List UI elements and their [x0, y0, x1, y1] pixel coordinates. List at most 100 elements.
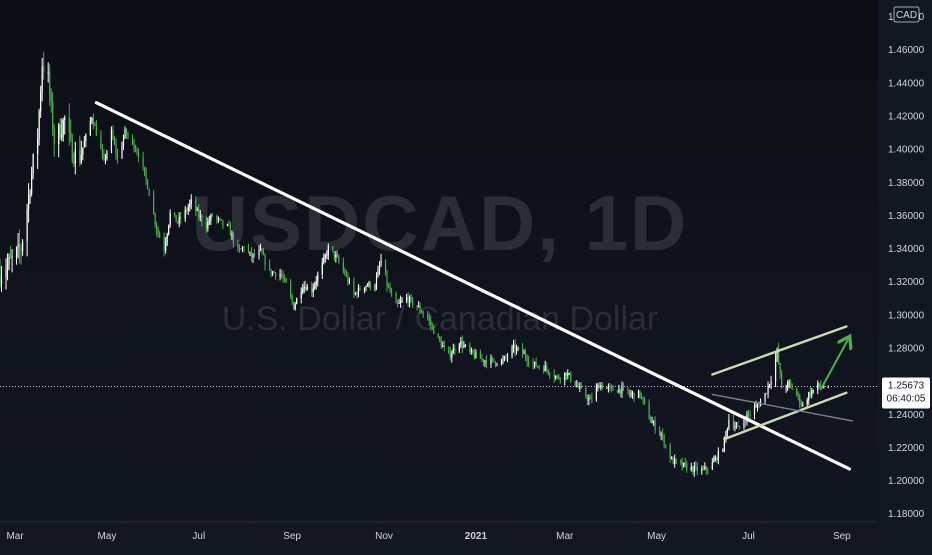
- candle-body: [770, 381, 772, 385]
- candle-body: [675, 458, 677, 461]
- candle-body: [744, 421, 747, 423]
- candle-body: [732, 419, 735, 428]
- candle-body: [332, 246, 334, 252]
- candle-body: [18, 244, 21, 249]
- candle-body: [156, 224, 158, 231]
- candle-body: [274, 272, 277, 277]
- candle-body: [454, 348, 456, 351]
- channel-top-drawing[interactable]: [711, 325, 848, 376]
- candle-body: [589, 398, 591, 400]
- candle-body: [85, 134, 87, 142]
- candle-body: [559, 378, 561, 380]
- candle-body: [723, 436, 725, 451]
- candle-body: [505, 356, 507, 358]
- candle-body: [725, 432, 727, 437]
- candle-body: [619, 388, 622, 394]
- candle-body: [711, 462, 713, 470]
- candle-body: [387, 286, 390, 288]
- candle-body: [776, 348, 778, 358]
- trendline-drawing[interactable]: [94, 101, 851, 471]
- current-price-tag: 1.25673 06:40:05: [882, 377, 930, 409]
- candle-body: [259, 248, 262, 250]
- candle-body: [818, 383, 820, 387]
- candle-body: [363, 287, 366, 291]
- candle-body: [365, 285, 367, 288]
- candle-body: [220, 219, 222, 221]
- candle-body: [271, 271, 274, 275]
- currency-badge[interactable]: [893, 6, 920, 23]
- candle-body: [767, 385, 769, 394]
- candle-body: [595, 388, 597, 400]
- candle-body: [565, 372, 567, 376]
- candle-body: [49, 72, 51, 95]
- candle-body: [515, 348, 518, 351]
- candle-body: [546, 365, 548, 370]
- candle-body: [380, 259, 382, 266]
- drawings[interactable]: [94, 101, 854, 471]
- candle-body: [279, 273, 281, 277]
- candle-body: [653, 421, 655, 423]
- candle-body: [247, 248, 250, 252]
- candle-body: [127, 134, 129, 137]
- grey-line-drawing[interactable]: [711, 393, 854, 422]
- candle-body: [512, 344, 515, 348]
- candle-body: [800, 402, 802, 405]
- candle-body: [137, 153, 140, 158]
- candle-body: [702, 468, 704, 470]
- candle-body: [201, 215, 203, 222]
- currency-label: CAD: [896, 10, 917, 21]
- time-axis[interactable]: Mar May Jul Sep Nov 2021 Mar May Jul Sep: [0, 521, 878, 542]
- arrow-drawing[interactable]: [819, 340, 848, 391]
- candle-body: [70, 131, 72, 138]
- candle-body: [38, 111, 40, 139]
- candle-body: [827, 386, 829, 388]
- candle-body: [243, 247, 245, 249]
- y-tick-label: 1.30000: [888, 310, 925, 321]
- candle-body: [576, 385, 578, 387]
- candle-body: [153, 195, 155, 214]
- candle-body: [820, 386, 822, 388]
- candle-body: [556, 376, 558, 378]
- y-tick-label: 1.38000: [888, 178, 925, 189]
- candle-body: [375, 276, 378, 288]
- candle-body: [768, 384, 771, 386]
- candle-body: [386, 275, 388, 287]
- candle-body: [315, 281, 317, 285]
- candle-body: [627, 387, 629, 393]
- candle-body: [722, 450, 724, 452]
- candle-body: [728, 419, 730, 429]
- candle-body: [496, 364, 498, 366]
- candle-body: [607, 386, 610, 388]
- candle-body: [616, 390, 619, 393]
- candle-body: [439, 337, 441, 341]
- candle-body: [642, 396, 644, 400]
- candle-body: [568, 373, 570, 375]
- y-tick-label: 1.20000: [888, 476, 925, 487]
- candle-body: [817, 383, 819, 390]
- candle-body: [547, 369, 549, 374]
- candle-body: [622, 386, 625, 388]
- x-tick-label: Jul: [742, 531, 755, 542]
- candle-body: [674, 458, 676, 464]
- candle-body: [663, 435, 665, 446]
- candle-body: [591, 398, 593, 400]
- candle-body: [553, 375, 555, 378]
- candle-body: [8, 257, 10, 265]
- candle-body: [806, 400, 808, 405]
- candle-body: [606, 387, 608, 389]
- candle-body: [428, 318, 430, 321]
- candle-body: [534, 361, 536, 365]
- candle-body: [779, 363, 781, 373]
- channel-bottom-drawing[interactable]: [723, 391, 848, 441]
- candle-body: [28, 194, 30, 209]
- candle-body: [665, 445, 667, 447]
- y-tick-label: 1.46000: [888, 45, 925, 56]
- price-axis[interactable]: 1.480001.460001.440001.420001.400001.380…: [878, 0, 932, 550]
- current-price-value: 1.25673: [888, 381, 925, 392]
- candle-body: [506, 356, 509, 358]
- candle-body: [62, 119, 64, 135]
- candle-body: [92, 118, 94, 125]
- candle-body: [785, 387, 787, 389]
